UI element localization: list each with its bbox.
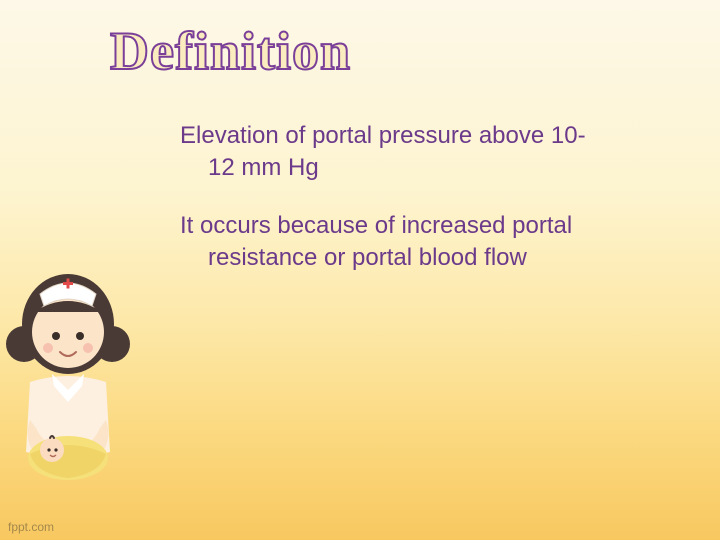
paragraph-2-line-2: resistance or portal blood flow [180,242,650,274]
nurse-icon [0,252,150,512]
watermark-text: fppt.com [8,520,54,534]
paragraph-1-line-2: 12 mm Hg [180,152,650,184]
slide-title: Definition [110,20,351,82]
paragraph-2-line-1: It occurs because of increased portal [180,212,572,239]
paragraph-1: Elevation of portal pressure above 10- 1… [180,120,650,185]
paragraph-2: It occurs because of increased portal re… [180,210,650,275]
nurse-illustration [0,252,150,512]
paragraph-1-line-1: Elevation of portal pressure above 10- [180,122,586,149]
